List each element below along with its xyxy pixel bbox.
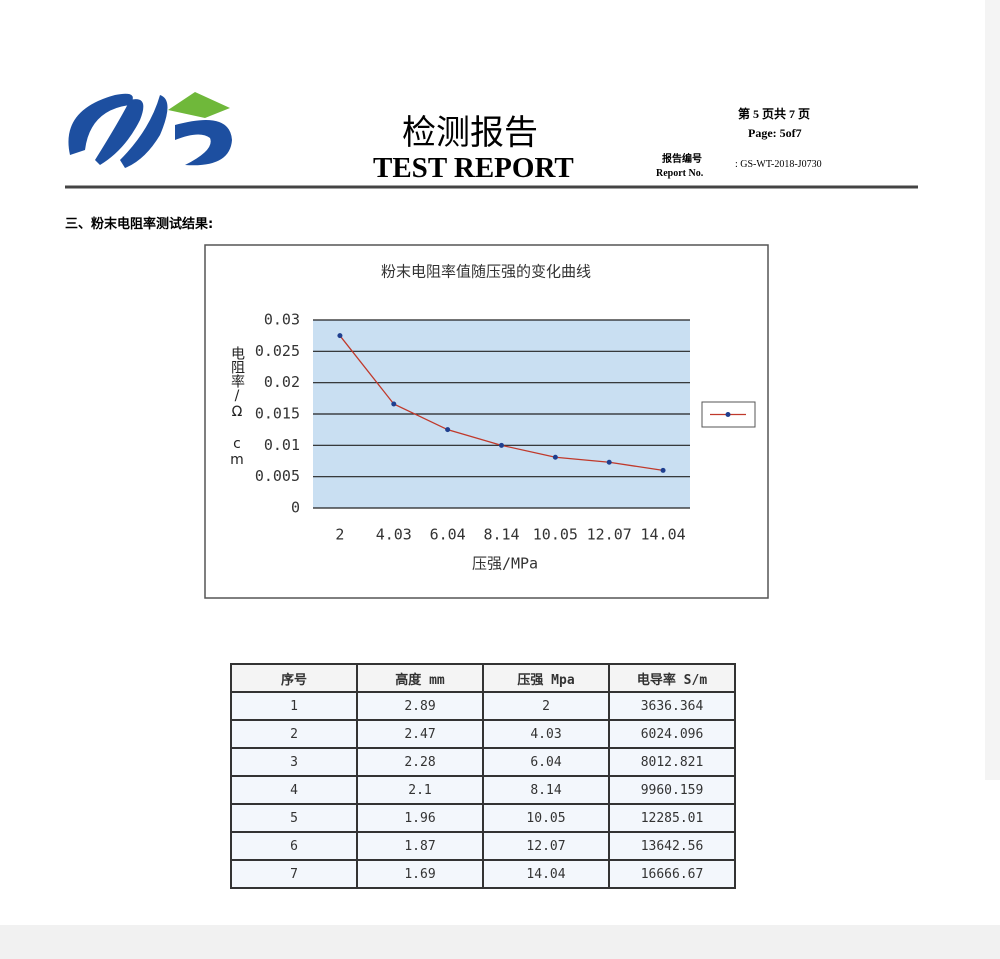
report-no-label-en: Report No.	[656, 168, 704, 179]
table-cell: 12.07	[482, 831, 610, 861]
table-row: 1 2.89 2 3636.364	[230, 691, 736, 721]
y-tick-label: 0.01	[264, 436, 300, 454]
x-tick-label: 8.14	[483, 526, 519, 544]
report-no: : GS-WT-2018-J0730	[735, 159, 822, 170]
x-tick-label: 2	[335, 526, 344, 544]
logo	[68, 92, 232, 168]
table-cell: 5	[230, 803, 358, 833]
x-axis-label: 压强/MPa	[472, 555, 538, 573]
table-cell: 9960.159	[608, 775, 736, 805]
table-cell: 7	[230, 859, 358, 889]
header-cell: 序号	[230, 663, 358, 693]
right-band	[985, 0, 1000, 780]
bottom-band	[0, 925, 1000, 959]
table-cell: 6.04	[482, 747, 610, 777]
table-row: 6 1.87 12.07 13642.56	[230, 831, 736, 861]
title-en: TEST REPORT	[373, 152, 574, 184]
table-cell: 14.04	[482, 859, 610, 889]
x-tick-label: 12.07	[587, 526, 632, 544]
table-cell: 13642.56	[608, 831, 736, 861]
table-cell: 3	[230, 747, 358, 777]
table-cell: 2	[230, 719, 358, 749]
title-cn: 检测报告	[402, 113, 538, 153]
point-marker	[337, 333, 343, 339]
table-row: 3 2.28 6.04 8012.821	[230, 747, 736, 777]
table-row: 2 2.47 4.03 6024.096	[230, 719, 736, 749]
table-cell: 2.1	[356, 775, 484, 805]
table-cell: 1.87	[356, 831, 484, 861]
point-marker	[499, 442, 504, 448]
table-cell: 10.05	[482, 803, 610, 833]
table-cell: 4.03	[482, 719, 610, 749]
y-tick-label: 0.03	[264, 311, 300, 329]
x-tick-label: 6.04	[430, 526, 466, 544]
header-cell: 高度 mm	[356, 663, 484, 693]
y-tick-label: 0.025	[255, 342, 300, 360]
table-cell: 2.28	[356, 747, 484, 777]
page-en: Page: 5of7	[748, 126, 802, 140]
point-marker	[391, 401, 397, 407]
y-tick-label: 0	[291, 499, 300, 517]
y-tick-label: 0.015	[255, 405, 300, 423]
chart-title: 粉末电阻率值随压强的变化曲线	[381, 263, 591, 281]
section-title: 三、粉末电阻率测试结果:	[65, 217, 214, 232]
header-cell: 电导率 S/m	[608, 663, 736, 693]
point-marker	[606, 459, 612, 465]
table-cell: 2	[482, 691, 610, 721]
table-cell: 8.14	[482, 775, 610, 805]
legend-marker	[725, 412, 731, 417]
x-tick-label: 14.04	[640, 526, 685, 544]
y-axis-label: 电阻率/Ω cm	[229, 346, 245, 468]
header-cell: 压强 Mpa	[482, 663, 610, 693]
y-tick-label: 0.02	[264, 373, 300, 391]
table-cell: 1.96	[356, 803, 484, 833]
y-tick-label: 0.005	[255, 467, 300, 485]
page-cn: 第 5 页共 7 页	[738, 107, 811, 121]
x-tick-label: 10.05	[533, 526, 578, 544]
table-cell: 6024.096	[608, 719, 736, 749]
table-cell: 2.47	[356, 719, 484, 749]
table-cell: 4	[230, 775, 358, 805]
table-row: 7 1.69 14.04 16666.67	[230, 859, 736, 889]
table-row: 5 1.96 10.05 12285.01	[230, 803, 736, 833]
point-marker	[445, 427, 451, 433]
table-cell: 6	[230, 831, 358, 861]
table-cell: 8012.821	[608, 747, 736, 777]
table-cell: 1.69	[356, 859, 484, 889]
point-marker	[660, 467, 666, 473]
x-tick-label: 4.03	[376, 526, 412, 544]
data-table: 序号 高度 mm 压强 Mpa 电导率 S/m 1 2.89 2 3636.364 2 2.47 4…	[230, 663, 736, 889]
table-cell: 16666.67	[608, 859, 736, 889]
table-cell: 3636.364	[608, 691, 736, 721]
report-no-label-cn: 报告编号	[662, 154, 702, 165]
table-row: 4 2.1 8.14 9960.159	[230, 775, 736, 805]
point-marker	[552, 454, 558, 460]
table-cell: 1	[230, 691, 358, 721]
table-cell: 12285.01	[608, 803, 736, 833]
table-cell: 2.89	[356, 691, 484, 721]
